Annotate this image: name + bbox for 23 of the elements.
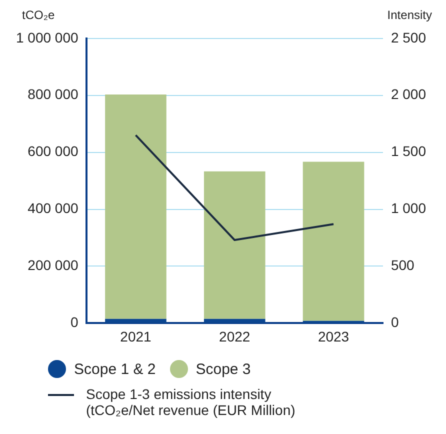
y2-tick-label: 1 000	[390, 200, 426, 216]
y2-tick-label: 2 500	[390, 29, 426, 46]
x-tick-label: 2023	[318, 328, 350, 344]
y-tick-label: 400 000	[28, 200, 78, 216]
y2-tick-label: 1 500	[390, 143, 426, 160]
legend-label: Scope 1 & 2	[74, 360, 156, 378]
y-tick-label: 600 000	[28, 143, 78, 160]
y-tick-label: 1 000 000	[16, 29, 78, 46]
bar	[105, 94, 166, 319]
legend-label: Scope 1-3 emissions intensity (tCO₂e/Net revenue (EUR Million)	[86, 386, 296, 418]
y2-tick-label: 0	[390, 314, 399, 330]
y2-axis-title: Intensity	[387, 8, 432, 22]
y2-tick-label: 500	[390, 257, 415, 274]
bar	[204, 171, 266, 319]
x-tick-label: 2022	[219, 328, 250, 344]
y2-tick-label: 2 000	[390, 86, 426, 102]
y-tick-label: 0	[70, 314, 78, 330]
y-axis-title: tCO₂e	[22, 8, 55, 22]
x-tick-label: 2021	[120, 328, 152, 344]
y-tick-label: 200 000	[28, 257, 78, 274]
legend-label: Scope 3	[196, 360, 251, 378]
y-tick-label: 800 000	[28, 86, 78, 102]
bar	[302, 162, 364, 321]
